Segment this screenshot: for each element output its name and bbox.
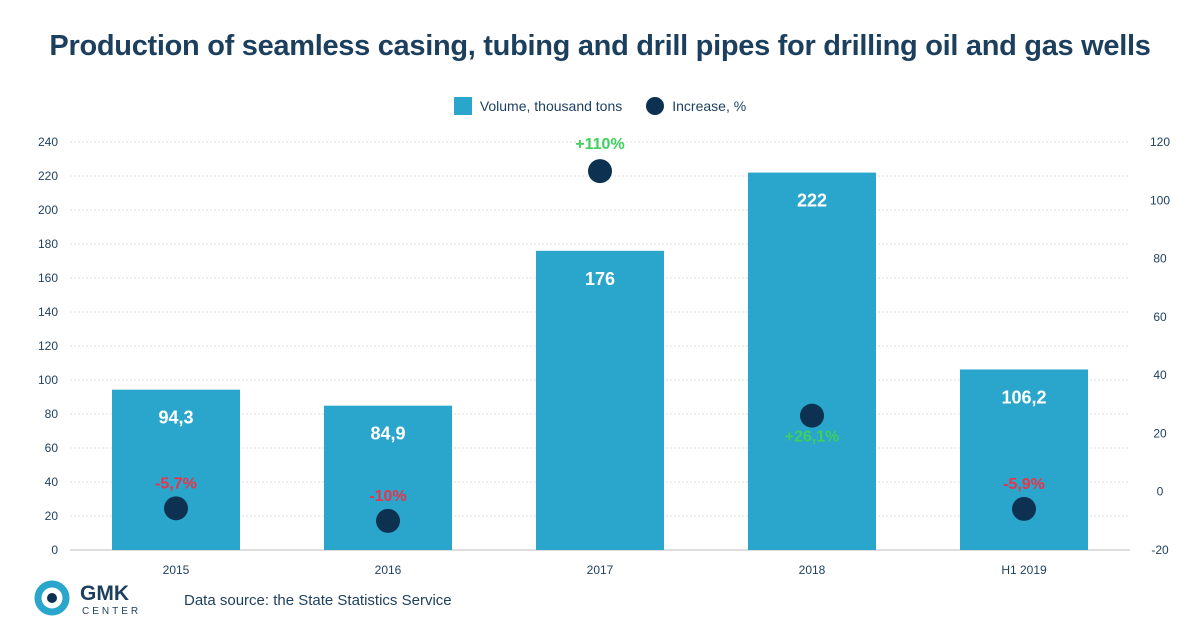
increase-point (588, 159, 612, 184)
gmk-logo: GMK CENTER (34, 578, 174, 623)
y-left-tick-label: 60 (45, 441, 59, 455)
x-tick-label: 2017 (587, 563, 614, 577)
chart-title: Production of seamless casing, tubing an… (49, 30, 1151, 62)
increase-label: +110% (575, 136, 624, 153)
y-right-tick-label: 120 (1150, 135, 1170, 149)
x-tick-label: H1 2019 (1001, 563, 1047, 577)
y-left-tick-label: 20 (45, 509, 59, 523)
y-left-tick-label: 80 (45, 407, 59, 421)
increase-label: +26,1% (785, 429, 840, 446)
legend-item-volume: Volume, thousand tons (453, 97, 623, 115)
bar-value-label: 106,2 (1001, 387, 1046, 407)
y-left-tick-label: 0 (51, 543, 58, 557)
bar-value-label: 84,9 (370, 424, 405, 444)
x-tick-label: 2018 (799, 563, 826, 577)
increase-point (164, 496, 188, 521)
legend: Volume, thousand tons Increase, % (0, 97, 1200, 115)
y-right-tick-label: 60 (1153, 310, 1167, 324)
x-tick-label: 2016 (375, 563, 402, 577)
bar (112, 389, 240, 550)
logo-name: GMK (80, 582, 129, 605)
y-right-tick-label: 0 (1157, 485, 1164, 499)
y-left-tick-label: 140 (38, 305, 58, 319)
x-tick-label: 2015 (163, 563, 190, 577)
increase-label: -5,7% (155, 475, 197, 492)
bar-value-label: 176 (585, 269, 615, 289)
y-left-tick-label: 40 (45, 475, 59, 489)
y-right-tick-label: 100 (1150, 193, 1170, 207)
y-right-tick-label: 20 (1153, 426, 1167, 440)
increase-point (1012, 496, 1036, 521)
y-left-tick-label: 180 (38, 237, 58, 251)
y-left-tick-label: 200 (38, 203, 58, 217)
y-left-tick-label: 240 (38, 135, 58, 149)
bar-value-label: 222 (797, 191, 827, 211)
legend-label-volume: Volume, thousand tons (479, 98, 623, 114)
increase-label: -10% (369, 488, 406, 505)
bar (748, 172, 876, 550)
bar-value-label: 94,3 (158, 408, 193, 428)
gmk-logo-mark: GMK CENTER (34, 580, 141, 617)
legend-swatch-volume (453, 97, 472, 115)
increase-point (800, 403, 824, 428)
y-left-tick-label: 120 (38, 339, 58, 353)
y-left-tick-label: 100 (38, 373, 58, 387)
data-source: Data source: the State Statistics Servic… (184, 592, 452, 609)
increase-point (376, 508, 400, 533)
y-right-tick-label: 80 (1153, 252, 1167, 266)
bar (536, 250, 664, 551)
y-right-tick-label: -20 (1151, 543, 1169, 557)
legend-item-increase: Increase, % (646, 97, 746, 115)
y-left-tick-label: 160 (38, 271, 58, 285)
y-right-tick-label: 40 (1153, 368, 1167, 382)
logo-sub: CENTER (82, 606, 141, 617)
legend-label-increase: Increase, % (672, 98, 747, 114)
y-left-tick-label: 220 (38, 169, 58, 183)
increase-label: -5,9% (1003, 476, 1045, 493)
legend-swatch-increase (646, 97, 665, 115)
